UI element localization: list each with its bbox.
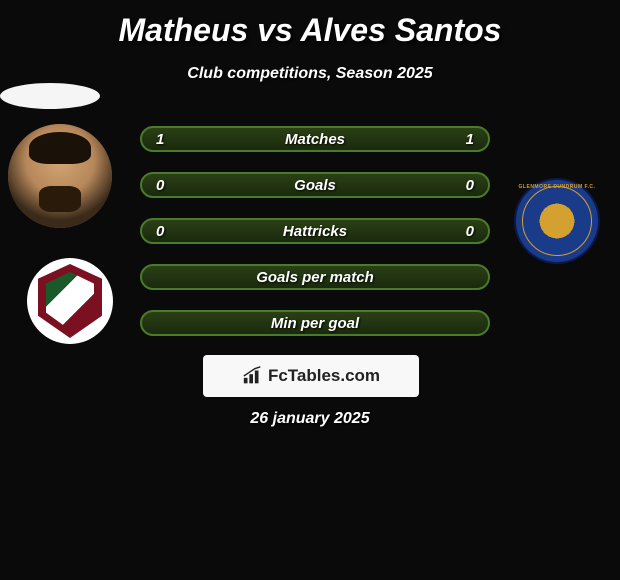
- bar-chart-icon: [242, 366, 264, 386]
- page-title: Matheus vs Alves Santos: [0, 0, 620, 49]
- stat-left-value: 0: [156, 223, 176, 240]
- stat-row-min-per-goal: Min per goal: [140, 310, 490, 336]
- club-crest-icon: [38, 264, 102, 338]
- stat-right-value: 1: [454, 131, 474, 148]
- stat-right-value: 0: [454, 177, 474, 194]
- stat-right-value: 0: [454, 223, 474, 240]
- page-subtitle: Club competitions, Season 2025: [0, 65, 620, 83]
- stat-left-value: 0: [156, 177, 176, 194]
- player-right-avatar-placeholder: [0, 83, 100, 109]
- stat-row-goals: 0 Goals 0: [140, 172, 490, 198]
- stat-row-hattricks: 0 Hattricks 0: [140, 218, 490, 244]
- stat-label: Min per goal: [271, 315, 359, 332]
- stat-label: Matches: [285, 131, 345, 148]
- stats-container: 1 Matches 1 0 Goals 0 0 Hattricks 0 Goal…: [140, 126, 490, 356]
- stat-label: Goals per match: [256, 269, 374, 286]
- stat-row-goals-per-match: Goals per match: [140, 264, 490, 290]
- club-left-badge: [27, 258, 113, 344]
- stat-row-matches: 1 Matches 1: [140, 126, 490, 152]
- stat-label: Goals: [294, 177, 336, 194]
- footer-date: 26 january 2025: [0, 410, 620, 428]
- stat-left-value: 1: [156, 131, 176, 148]
- watermark-badge: FcTables.com: [203, 355, 419, 397]
- stat-label: Hattricks: [283, 223, 347, 240]
- watermark-text: FcTables.com: [268, 366, 380, 386]
- player-left-avatar: [8, 124, 112, 228]
- club-right-badge: [514, 178, 600, 264]
- player-face-icon: [8, 124, 112, 228]
